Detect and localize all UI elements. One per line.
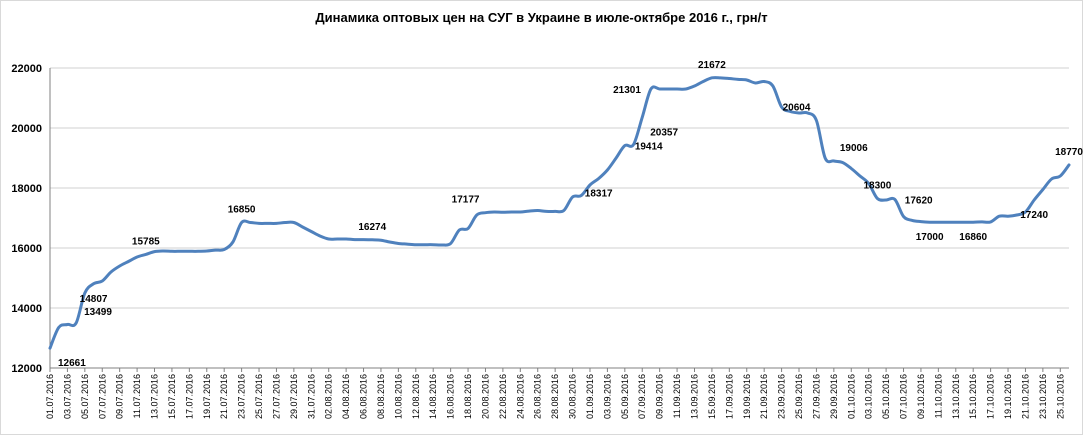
x-tick-label: 03.09.2016 (602, 374, 612, 419)
data-label: 18770 (1055, 147, 1083, 158)
x-tick-label: 21.07.2016 (219, 374, 229, 419)
x-tick-label: 13.10.2016 (951, 374, 961, 419)
x-tick-label: 18.08.2016 (463, 374, 473, 419)
x-tick-label: 31.07.2016 (306, 374, 316, 419)
x-tick-label: 07.09.2016 (637, 374, 647, 419)
data-label: 16850 (228, 205, 256, 216)
x-tick-label: 25.07.2016 (254, 374, 264, 419)
x-tick-label: 29.09.2016 (829, 374, 839, 419)
y-tick-label: 16000 (11, 243, 42, 255)
y-tick-label: 20000 (11, 123, 42, 135)
x-tick-label: 22.08.2016 (498, 374, 508, 419)
x-tick-label: 16.08.2016 (446, 374, 456, 419)
x-tick-label: 05.07.2016 (80, 374, 90, 419)
x-tick-label: 27.09.2016 (811, 374, 821, 419)
x-tick-label: 15.07.2016 (167, 374, 177, 419)
x-tick-label: 23.10.2016 (1038, 374, 1048, 419)
series-line (48, 76, 1071, 350)
x-tick-label: 17.10.2016 (986, 374, 996, 419)
x-axis: 01.07.2016 03.07.2016 05.07.2016 07.07.2016… (45, 367, 1069, 419)
x-tick-label: 30.08.2016 (568, 374, 578, 419)
x-tick-label: 01.07.2016 (45, 374, 55, 419)
data-label: 17240 (1020, 210, 1048, 221)
data-label: 19006 (840, 143, 868, 154)
x-tick-label: 07.07.2016 (97, 374, 107, 419)
data-label: 15785 (132, 236, 160, 247)
x-tick-label: 19.09.2016 (742, 374, 752, 419)
data-label: 21672 (698, 60, 726, 71)
data-label: 20357 (650, 127, 678, 138)
x-tick-label: 07.10.2016 (899, 374, 909, 419)
data-label: 13499 (84, 307, 112, 318)
data-label: 16860 (959, 232, 987, 243)
y-tick-label: 18000 (11, 183, 42, 195)
x-tick-label: 13.07.2016 (150, 374, 160, 419)
x-tick-label: 13.09.2016 (689, 374, 699, 419)
x-tick-label: 17.07.2016 (184, 374, 194, 419)
x-tick-label: 09.07.2016 (115, 374, 125, 419)
x-tick-label: 09.09.2016 (655, 374, 665, 419)
x-tick-label: 23.09.2016 (777, 374, 787, 419)
x-tick-label: 11.09.2016 (672, 374, 682, 418)
y-tick-label: 14000 (11, 303, 42, 315)
x-tick-label: 12.08.2016 (411, 374, 421, 419)
data-label: 17620 (905, 195, 933, 206)
chart-title: Динамика оптовых цен на СУГ в Украине в … (315, 10, 768, 25)
x-tick-label: 01.10.2016 (846, 374, 856, 419)
x-tick-label: 05.09.2016 (620, 374, 630, 419)
x-tick-label: 04.08.2016 (341, 374, 351, 419)
x-tick-label: 03.07.2016 (62, 374, 72, 419)
x-tick-label: 15.09.2016 (707, 374, 717, 419)
x-tick-label: 21.10.2016 (1020, 374, 1030, 419)
x-tick-label: 25.09.2016 (794, 374, 804, 419)
x-tick-label: 01.09.2016 (585, 374, 595, 419)
x-tick-label: 02.08.2016 (324, 374, 334, 419)
data-label: 18300 (863, 181, 891, 192)
x-tick-label: 11.07.2016 (132, 374, 142, 418)
gridlines (50, 67, 1069, 369)
x-tick-label: 08.08.2016 (376, 374, 386, 419)
x-tick-label: 24.08.2016 (515, 374, 525, 419)
x-tick-label: 28.08.2016 (550, 374, 560, 419)
x-tick-label: 19.10.2016 (1003, 374, 1013, 419)
x-tick-label: 10.08.2016 (393, 374, 403, 419)
x-tick-label: 09.10.2016 (916, 374, 926, 419)
x-tick-label: 26.08.2016 (533, 374, 543, 419)
data-label: 17000 (916, 232, 944, 243)
data-label: 12661 (58, 358, 86, 369)
x-tick-label: 05.10.2016 (881, 374, 891, 419)
x-tick-label: 14.08.2016 (428, 374, 438, 419)
price-series-line (48, 76, 1071, 350)
x-tick-label: 29.07.2016 (289, 374, 299, 419)
x-tick-label: 25.10.2016 (1055, 374, 1065, 419)
data-labels: 12661 13499 14807 15785 16850 16274 17177 18317… (58, 60, 1083, 369)
data-label: 19414 (635, 142, 663, 153)
y-tick-label: 12000 (11, 363, 42, 375)
x-tick-label: 11.10.2016 (933, 374, 943, 418)
y-tick-label: 22000 (11, 63, 42, 75)
x-tick-label: 15.10.2016 (968, 374, 978, 419)
x-tick-label: 20.08.2016 (480, 374, 490, 419)
x-tick-label: 17.09.2016 (724, 374, 734, 419)
x-tick-label: 19.07.2016 (202, 374, 212, 419)
data-label: 21301 (613, 85, 641, 96)
data-label: 17177 (452, 195, 480, 206)
data-label: 20604 (783, 103, 811, 114)
x-tick-label: 21.09.2016 (759, 374, 769, 419)
data-label: 16274 (358, 222, 386, 233)
data-label: 18317 (585, 188, 613, 199)
x-tick-label: 03.10.2016 (864, 374, 874, 419)
x-tick-label: 06.08.2016 (359, 374, 369, 419)
x-tick-label: 23.07.2016 (237, 374, 247, 419)
x-tick-label: 27.07.2016 (271, 374, 281, 419)
y-axis: 12000 14000 16000 18000 20000 22000 (11, 63, 51, 375)
data-label: 14807 (80, 294, 108, 305)
